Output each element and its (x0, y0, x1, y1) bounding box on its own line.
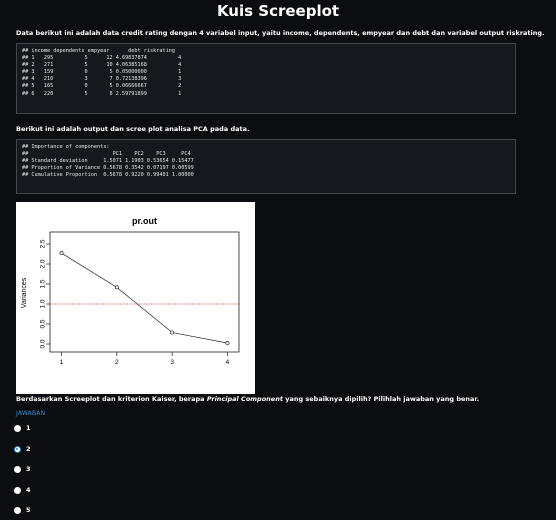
pca-code-line: ## Standard deviation 1.5071 1.1903 0.53… (22, 158, 194, 165)
radio-button[interactable] (14, 506, 21, 514)
data-point (59, 251, 64, 256)
x-tick-label: 4 (226, 359, 230, 366)
data-code-line: ## income dependents empyear debt riskra… (22, 48, 176, 54)
data-point (225, 341, 230, 345)
answer-option-1[interactable]: 1 (14, 422, 31, 434)
option-label: 2 (26, 445, 31, 453)
y-tick-label: 2.5 (40, 239, 47, 248)
answer-label: JAWABAN (16, 410, 46, 417)
answer-option-5[interactable]: 5 (14, 504, 31, 516)
answer-option-4[interactable]: 4 (14, 484, 31, 496)
radio-button[interactable] (14, 465, 21, 473)
series-line (61, 252, 228, 344)
plot-frame (49, 231, 240, 353)
question-before: Berdasarkan Screeplot dan kriterion Kais… (16, 395, 207, 403)
pca-code-line: ## Cumulative Proportion 0.5678 0.9220 0… (22, 172, 194, 179)
pca-code-block: ## Importance of components: ## PC1 PC2 P… (16, 139, 516, 194)
data-point (114, 285, 119, 290)
data-point (170, 330, 175, 335)
intro-text: Data berikut ini adalah data credit rati… (16, 29, 545, 37)
radio-button[interactable] (14, 445, 21, 453)
y-axis-label: Variances (21, 277, 28, 308)
data-code-line: ## 1 295 5 12 4.69837874 4 (22, 55, 182, 62)
data-code-line: ## 4 210 3 7 0.72138396 3 (22, 76, 182, 83)
chart-title: pr.out (132, 216, 157, 226)
y-tick-label: 1.5 (40, 279, 47, 288)
y-tick-label: 1.0 (40, 299, 47, 308)
x-tick-label: 2 (115, 359, 119, 366)
question-text: Berdasarkan Screeplot dan kriterion Kais… (16, 395, 479, 403)
x-tick-label: 1 (60, 359, 64, 366)
option-label: 5 (26, 506, 31, 514)
scree-plot: pr.out 0.0 0.5 1.0 1.5 2.0 2.5 Variances 1 2 3 4 (16, 202, 255, 394)
question-after: yang sebaiknya dipilih? Pilihlah jawaban… (282, 395, 480, 403)
y-tick-label: 2.0 (40, 259, 47, 268)
pca-code-line: ## PC1 PC2 PC3 PC4 (22, 151, 191, 158)
page-title: Kuis Screeplot (216, 2, 340, 20)
output-intro-text: Berikut ini adalah output dan scree plot… (16, 125, 250, 133)
data-code-line: ## 6 220 5 8 2.59791899 1 (22, 90, 182, 97)
data-code-line: ## 5 165 0 5 0.06666667 2 (22, 83, 182, 90)
radio-button[interactable] (14, 486, 21, 494)
y-tick-label: 0.5 (40, 319, 47, 328)
option-label: 4 (26, 486, 31, 494)
data-code-line: ## 2 271 5 10 4.06385168 4 (22, 62, 182, 69)
y-tick-label: 0.0 (40, 339, 47, 348)
question-italic: Principal Component (206, 395, 283, 403)
option-label: 1 (26, 424, 31, 432)
answer-option-3[interactable]: 3 (14, 463, 31, 475)
option-label: 3 (26, 465, 31, 473)
scree-plot-svg: pr.out 0.0 0.5 1.0 1.5 2.0 2.5 Variances 1 2 3 4 (21, 216, 240, 366)
data-code-block: ## income dependents empyear debt riskra… (16, 43, 516, 114)
data-code-line: ## 3 159 0 5 0.05000000 1 (22, 69, 182, 76)
radio-button[interactable] (14, 424, 21, 432)
pca-code-line: ## Importance of components: (22, 144, 110, 150)
pca-code-line: ## Proportion of Variance 0.5678 0.3542 … (22, 165, 194, 172)
answer-option-2[interactable]: 2 (14, 443, 31, 455)
x-tick-label: 3 (170, 359, 174, 366)
